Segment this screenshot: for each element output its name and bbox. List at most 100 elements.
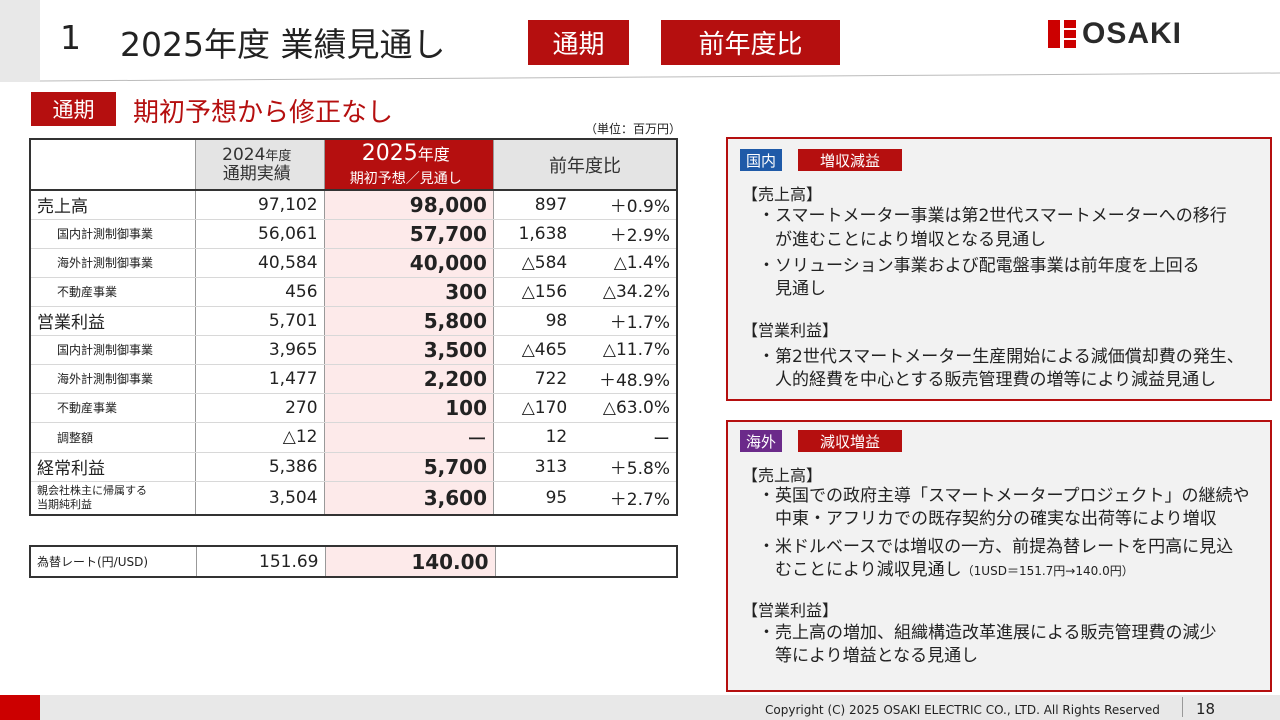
cell-pct: △34.2%	[573, 277, 677, 307]
header-divider	[40, 72, 1280, 82]
cell-fy2024: 5,386	[195, 451, 325, 482]
footer-bar	[0, 695, 1280, 720]
cell-pct: ＋0.9%	[573, 190, 677, 220]
fx-assumption-note: （1USD＝151.7円→140.0円）	[961, 564, 1134, 578]
overseas-sales-heading: 【売上高】	[742, 466, 823, 485]
header-fy2024: 2024年度 通期実績	[195, 139, 325, 191]
footer-accent	[0, 695, 40, 720]
header-blank	[30, 139, 197, 191]
table-row: 国内計測制御事業 3,965 3,500 △465 △11.7%	[30, 335, 677, 365]
fx-rate-table: 為替レート(円/USD) 151.69 140.00	[29, 545, 678, 578]
cell-diff: △465	[493, 335, 574, 365]
fx-fy2025: 140.00	[325, 546, 496, 577]
domestic-op-heading: 【営業利益】	[742, 321, 839, 340]
domestic-op-bullet1-line2: 人的経費を中心とする販売管理費の増等により減益見通し	[775, 370, 1217, 390]
header-fy2025-year: 2025	[361, 141, 418, 167]
table-row: 為替レート(円/USD) 151.69 140.00	[30, 546, 677, 577]
cell-fy2025: 300	[324, 277, 494, 307]
header-fy2024-sub: 通期実績	[222, 163, 291, 184]
cell-pct: △63.0%	[573, 393, 677, 423]
table-row: 不動産事業 270 100 △170 △63.0%	[30, 393, 677, 423]
unit-note: （単位：百万円）	[585, 122, 682, 136]
cell-diff: △170	[493, 393, 574, 423]
overseas-tag: 海外	[740, 430, 782, 452]
logo-text: OSAKI	[1082, 17, 1183, 50]
table-row: 営業利益 5,701 5,800 98 ＋1.7%	[30, 305, 677, 336]
results-table: 2024年度 通期実績 2025年度 期初予想／見通し 前年度比 売上高 97,10…	[29, 138, 678, 516]
cell-fy2025: 2,200	[324, 364, 494, 394]
cell-diff: 722	[493, 364, 574, 394]
section-title: 期初予想から修正なし	[133, 98, 394, 128]
cell-fy2024: 456	[195, 277, 325, 307]
header-fy2024-suffix: 年度	[265, 148, 292, 164]
overseas-sales-bullet1-line1: ・英国での政府主導「スマートメータープロジェクト」の継続や	[758, 486, 1250, 506]
overseas-op-bullet1-line1: ・売上高の増加、組織構造改革進展による販売管理費の減少	[758, 623, 1217, 643]
footer-divider	[1182, 697, 1183, 717]
table-row: 不動産事業 456 300 △156 △34.2%	[30, 277, 677, 307]
cell-fy2025: 57,700	[324, 219, 494, 249]
overseas-op-heading: 【営業利益】	[742, 601, 839, 620]
row-label: 親会社株主に帰属する 当期純利益	[30, 481, 197, 516]
cell-fy2024: 3,965	[195, 335, 325, 365]
table-header-row: 2024年度 通期実績 2025年度 期初予想／見通し 前年度比	[30, 139, 677, 191]
cell-fy2025: ー	[324, 422, 494, 453]
domestic-headline: 増収減益	[798, 149, 902, 171]
cell-pct: △1.4%	[573, 248, 677, 278]
cell-fy2024: 56,061	[195, 219, 325, 249]
cell-pct: ＋5.8%	[573, 451, 677, 482]
overseas-sales-bullet2-line1: ・米ドルベースでは増収の一方、前提為替レートを円高に見込	[758, 537, 1234, 557]
cell-fy2024: △12	[195, 422, 325, 453]
domestic-sales-bullet1-line1: ・スマートメーター事業は第2世代スマートメーターへの移行	[758, 206, 1227, 226]
domestic-sales-heading: 【売上高】	[742, 185, 823, 204]
row-label: 営業利益	[30, 305, 197, 336]
header-yoy: 前年度比	[493, 139, 677, 191]
page-title: 2025年度 業績見通し	[120, 25, 446, 64]
section-number: 1	[60, 18, 81, 57]
row-label: 海外計測制御事業	[30, 364, 197, 394]
cell-fy2025: 100	[324, 393, 494, 423]
table-row: 海外計測制御事業 40,584 40,000 △584 △1.4%	[30, 248, 677, 278]
domestic-op-bullet1-line1: ・第2世代スマートメーター生産開始による減価償却費の発生、	[758, 347, 1244, 367]
section-badge: 通期	[31, 92, 116, 126]
cell-diff: 98	[493, 305, 574, 336]
table-row: 海外計測制御事業 1,477 2,200 722 ＋48.9%	[30, 364, 677, 394]
table-row: 親会社株主に帰属する 当期純利益 3,504 3,600 95 ＋2.7%	[30, 481, 677, 516]
row-label: 国内計測制御事業	[30, 219, 197, 249]
cell-diff: △584	[493, 248, 574, 278]
cell-pct: ー	[573, 422, 677, 453]
cell-pct: ＋1.7%	[573, 305, 677, 336]
cell-diff: 95	[493, 481, 574, 516]
row-label: 調整額	[30, 422, 197, 453]
cell-fy2025: 5,700	[324, 451, 494, 482]
cell-fy2024: 40,584	[195, 248, 325, 278]
cell-pct: ＋48.9%	[573, 364, 677, 394]
overseas-sales-bullet2-text: むことにより減収見通し	[775, 560, 962, 580]
domestic-tag: 国内	[740, 149, 782, 171]
cell-pct: ＋2.9%	[573, 219, 677, 249]
cell-fy2024: 5,701	[195, 305, 325, 336]
table-row: 経常利益 5,386 5,700 313 ＋5.8%	[30, 451, 677, 482]
overseas-panel: 海外 減収増益 【売上高】 ・英国での政府主導「スマートメータープロジェクト」の…	[726, 420, 1272, 692]
header-fy2024-year: 2024	[222, 144, 266, 165]
cell-diff: 313	[493, 451, 574, 482]
cell-diff: 1,638	[493, 219, 574, 249]
overseas-headline: 減収増益	[798, 430, 902, 452]
cell-fy2024: 97,102	[195, 190, 325, 220]
domestic-panel: 国内 増収減益 【売上高】 ・スマートメーター事業は第2世代スマートメーターへの…	[726, 137, 1272, 401]
table-row: 売上高 97,102 98,000 897 ＋0.9%	[30, 190, 677, 220]
header-stripe	[0, 0, 40, 82]
cell-fy2024: 3,504	[195, 481, 325, 516]
fx-label: 為替レート(円/USD)	[30, 546, 197, 577]
cell-fy2024: 270	[195, 393, 325, 423]
cell-diff: △156	[493, 277, 574, 307]
row-label: 売上高	[30, 190, 197, 220]
row-label: 経常利益	[30, 451, 197, 482]
copyright-text: Copyright (C) 2025 OSAKI ELECTRIC CO., L…	[765, 703, 1160, 717]
overseas-sales-bullet2-line2: むことにより減収見通し（1USD＝151.7円→140.0円）	[775, 557, 1134, 584]
row-label-line1: 親会社株主に帰属する	[37, 484, 147, 497]
header-fy2025: 2025年度 期初予想／見通し	[324, 139, 494, 191]
header-fy2025-suffix: 年度	[417, 145, 450, 165]
cell-pct: ＋2.7%	[573, 481, 677, 516]
overseas-op-bullet1-line2: 等により増益となる見通し	[775, 646, 979, 666]
cell-fy2025: 98,000	[324, 190, 494, 220]
